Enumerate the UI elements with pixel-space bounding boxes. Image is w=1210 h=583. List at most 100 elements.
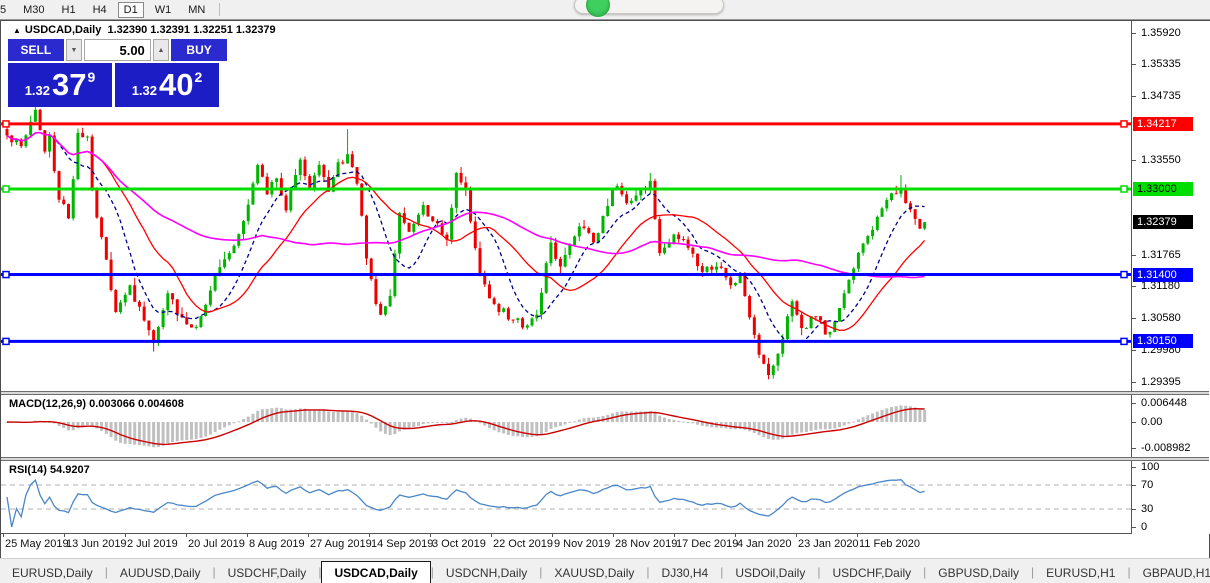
date-tick-label: 17 Dec 2019 <box>676 538 739 550</box>
tab-separator: | <box>318 564 322 579</box>
level-line-1.34217[interactable] <box>1 120 1131 128</box>
rsi-splitter[interactable] <box>1 457 1209 461</box>
rsi-label: RSI(14) 54.9207 <box>9 464 90 476</box>
tab-usdchf-daily[interactable]: USDCHF,Daily <box>227 566 307 580</box>
tab-separator: | <box>539 564 543 579</box>
date-tick-label: 14 Sep 2019 <box>371 538 434 550</box>
level-line-1.30150[interactable] <box>1 337 1131 346</box>
bid-price-box[interactable]: 1.32 37 9 <box>8 63 112 107</box>
macd-tick-mark <box>1132 448 1136 450</box>
date-tick-mark <box>308 534 309 537</box>
time-axis-border <box>1 533 1209 534</box>
price-tick-mark <box>1132 32 1136 34</box>
ohlc-readout: 1.32390 1.32391 1.32251 1.32379 <box>107 24 276 36</box>
green-toggle-overlay[interactable] <box>574 0 724 17</box>
macd-canvas[interactable] <box>1 395 1131 457</box>
time-axis[interactable]: 25 May 2019 13 Jun 2019 2 Jul 2019 20 Jul 2… <box>1 534 1131 557</box>
date-tick-label: 2 Jul 2019 <box>127 538 178 550</box>
bid-prefix: 1.32 <box>24 82 51 98</box>
candles-group <box>5 103 927 380</box>
date-tick-mark <box>369 534 370 537</box>
tab-usdcnh-daily[interactable]: USDCNH,Daily <box>445 566 528 580</box>
date-tick-mark <box>64 534 65 537</box>
volume-decrease-button[interactable]: ▼ <box>65 39 83 61</box>
price-tick-mark <box>1132 255 1136 257</box>
tab-separator: | <box>1030 564 1035 579</box>
date-tick-mark <box>430 534 431 537</box>
buy-button[interactable]: BUY <box>171 39 227 61</box>
tab-separator: | <box>104 564 108 579</box>
rsi-tick-mark <box>1132 467 1136 468</box>
macd-tick-mark <box>1132 422 1136 423</box>
level-price-badge: 1.34217 <box>1133 116 1193 131</box>
timeframe-button-mn[interactable]: MN <box>188 3 206 16</box>
tab-gbpaud-h1[interactable]: GBPAUD,H1 <box>1142 566 1210 580</box>
tab-separator: | <box>1127 564 1131 579</box>
sell-button[interactable]: SELL <box>8 39 64 61</box>
tab-separator: | <box>923 564 927 579</box>
price-tick-mark <box>1132 159 1136 161</box>
level-line-1.31400[interactable] <box>1 270 1131 279</box>
date-tick-mark <box>125 534 126 537</box>
rsi-canvas[interactable] <box>1 461 1131 533</box>
date-tick-label: 13 Jun 2019 <box>66 538 127 550</box>
tab-dj30-h4[interactable]: DJ30,H4 <box>661 566 709 580</box>
current-price-badge: 1.32379 <box>1133 215 1193 230</box>
rsi-tick-label: 30 <box>1141 503 1154 515</box>
symbol-title: USDCAD,Daily <box>24 24 102 36</box>
price-tick-label: 1.29395 <box>1141 375 1181 388</box>
level-price-badge: 1.31400 <box>1133 267 1193 282</box>
macd-splitter[interactable] <box>1 391 1209 395</box>
tab-usdchf-daily[interactable]: USDCHF,Daily <box>832 566 912 580</box>
timeframe-button-h1[interactable]: H1 <box>61 3 76 16</box>
tab-separator: | <box>720 564 724 579</box>
ask-prefix: 1.32 <box>131 82 158 98</box>
price-tick-label: 1.35335 <box>1141 58 1181 71</box>
tab-usdcad-daily[interactable]: USDCAD,Daily <box>321 561 431 583</box>
price-tick-label: 1.34735 <box>1141 90 1181 103</box>
tab-separator: | <box>430 564 434 579</box>
tab-eurusd-h1[interactable]: EURUSD,H1 <box>1046 566 1116 580</box>
rsi-tick-label: 100 <box>1141 461 1160 473</box>
tab-gbpusd-daily[interactable]: GBPUSD,Daily <box>938 566 1019 580</box>
timeframe-button-d1[interactable]: D1 <box>117 1 144 18</box>
tab-audusd-daily[interactable]: AUDUSD,Daily <box>119 566 201 580</box>
timeframe-button-h4[interactable]: H4 <box>92 3 107 16</box>
collapse-icon[interactable]: ▲ <box>13 26 21 35</box>
price-tick-mark <box>1132 96 1136 98</box>
level-price-badge: 1.30150 <box>1133 334 1193 349</box>
date-tick-label: 28 Nov 2019 <box>615 538 678 550</box>
volume-increase-button[interactable]: ▲ <box>152 39 170 61</box>
timeframe-button-w1[interactable]: W1 <box>154 3 172 16</box>
price-tick-label: 1.31180 <box>1141 280 1180 293</box>
rsi-tick-label: 70 <box>1141 479 1154 491</box>
price-chart-canvas[interactable] <box>1 21 1131 391</box>
macd-tick-label: 0.006448 <box>1141 396 1187 409</box>
ask-pip-digit: 2 <box>194 69 203 85</box>
ma-slow-line <box>6 131 925 279</box>
price-tick-mark <box>1132 286 1136 288</box>
tab-eurusd-daily[interactable]: EURUSD,Daily <box>12 566 93 580</box>
price-axis[interactable]: 1.35920 1.35335 1.34735 1.33550 1.31765 1.311… <box>1131 21 1210 534</box>
tab-separator: | <box>646 564 650 579</box>
ma-mid-line <box>6 131 926 332</box>
price-tick-label: 1.31765 <box>1141 249 1181 262</box>
date-tick-label: 22 Oct 2019 <box>493 538 553 550</box>
tab-xauusd-daily[interactable]: XAUUSD,Daily <box>554 566 635 580</box>
bid-pip-digit: 9 <box>87 69 96 85</box>
date-tick-mark <box>796 534 797 537</box>
date-tick-mark <box>857 534 858 537</box>
price-tick-mark <box>1132 64 1136 66</box>
tab-usdoil-daily[interactable]: USDOil,Daily <box>735 566 806 580</box>
timeframe-button-m30[interactable]: M30 <box>23 3 45 16</box>
tab-separator: | <box>817 564 821 579</box>
date-tick-label: 27 Aug 2019 <box>310 538 372 550</box>
rsi-line <box>6 478 925 528</box>
volume-input[interactable]: 5.00 <box>84 39 151 61</box>
date-tick-mark <box>491 534 492 537</box>
level-line-1.33000[interactable] <box>1 185 1131 193</box>
timeframe-button-5[interactable]: 5 <box>0 3 7 16</box>
level-price-badge: 1.33000 <box>1133 182 1193 196</box>
ask-price-box[interactable]: 1.32 40 2 <box>115 63 219 107</box>
